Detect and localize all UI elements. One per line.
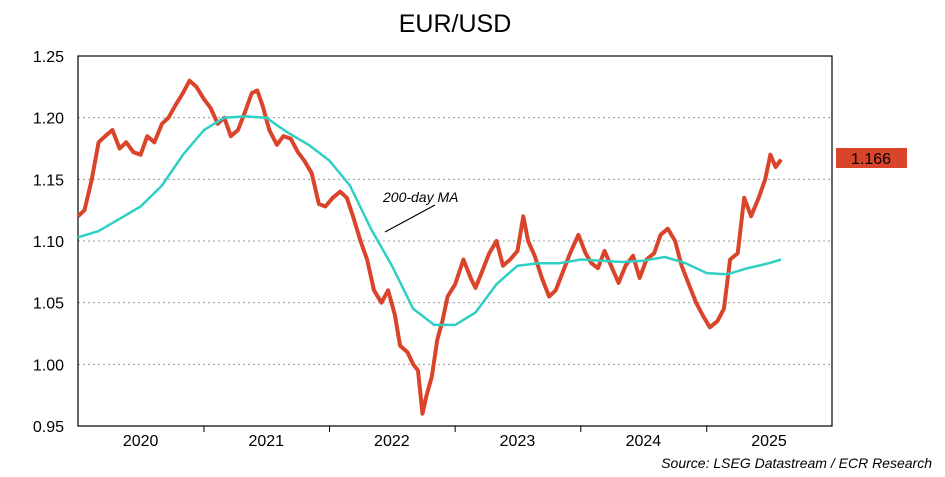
x-tick-label: 2021 <box>248 433 284 450</box>
x-tick-label: 2025 <box>751 433 787 450</box>
y-tick-label: 0.95 <box>33 419 64 436</box>
eurusd-line <box>76 78 783 416</box>
x-tick-label: 2020 <box>123 433 159 450</box>
chart-title: EUR/USD <box>399 10 512 38</box>
y-tick-label: 1.20 <box>33 111 64 128</box>
y-tick-label: 1.25 <box>33 49 64 66</box>
x-tick-label: 2022 <box>374 433 410 450</box>
ma-annotation-leader <box>384 204 436 233</box>
y-tick-label: 1.00 <box>33 357 64 374</box>
last-value-box <box>836 148 907 168</box>
x-tick-label: 2023 <box>500 433 536 450</box>
x-axis: 2020 2021 2022 2023 2024 2025 <box>123 426 787 450</box>
y-tick-label: 1.10 <box>33 234 64 251</box>
y-axis: 1.25 1.20 1.15 1.10 1.05 1.00 0.95 <box>33 49 64 436</box>
series-group <box>76 78 783 416</box>
x-tick-label: 2024 <box>626 433 662 450</box>
gridlines <box>78 117 832 365</box>
last-value-text: 1.166 <box>851 151 891 168</box>
y-tick-label: 1.15 <box>33 172 64 189</box>
ma-annotation-label: 200-day MA <box>382 189 458 205</box>
source-note: Source: LSEG Datastream / ECR Research <box>661 455 932 471</box>
y-tick-label: 1.05 <box>33 296 64 313</box>
ma-200-line <box>77 115 782 327</box>
last-value-badge: 1.166 <box>836 148 907 168</box>
